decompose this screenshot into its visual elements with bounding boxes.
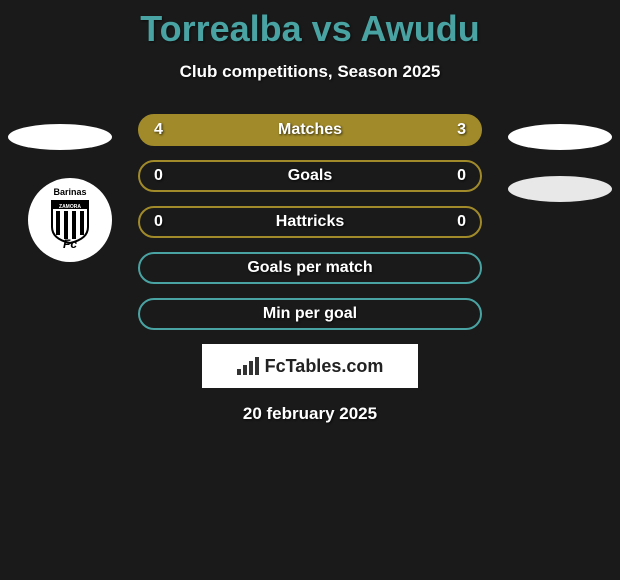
stat-label: Goals per match xyxy=(247,259,372,277)
svg-text:ZAMORA: ZAMORA xyxy=(59,204,81,210)
page-subtitle: Club competitions, Season 2025 xyxy=(0,62,620,82)
stat-value-right: 0 xyxy=(446,213,466,231)
stat-row: Min per goal xyxy=(138,298,482,330)
flag-placeholder-right-1 xyxy=(508,124,612,150)
chart-bars-icon xyxy=(237,357,259,375)
stat-value-left: 4 xyxy=(154,121,174,139)
stat-row: 0 Goals 0 xyxy=(138,160,482,192)
stat-label: Min per goal xyxy=(263,305,357,323)
club-badge-left: Barinas ZAMORA Fc xyxy=(28,178,112,262)
club-fc-text: Fc xyxy=(35,237,105,251)
stat-value-left: 0 xyxy=(154,213,174,231)
stat-row: 4 Matches 3 xyxy=(138,114,482,146)
stat-row: Goals per match xyxy=(138,252,482,284)
stat-label: Matches xyxy=(278,121,342,139)
flag-placeholder-right-2 xyxy=(508,176,612,202)
stat-value-left: 0 xyxy=(154,167,174,185)
brand-badge: FcTables.com xyxy=(202,344,418,388)
flag-placeholder-left xyxy=(8,124,112,150)
club-city-text: Barinas xyxy=(35,187,105,197)
stat-value-right: 3 xyxy=(446,121,466,139)
stat-row: 0 Hattricks 0 xyxy=(138,206,482,238)
stat-label: Hattricks xyxy=(276,213,344,231)
stat-label: Goals xyxy=(288,167,332,185)
brand-text: FcTables.com xyxy=(265,356,384,377)
page-title: Torrealba vs Awudu xyxy=(0,8,620,50)
stat-value-right: 0 xyxy=(446,167,466,185)
date-text: 20 february 2025 xyxy=(0,404,620,424)
